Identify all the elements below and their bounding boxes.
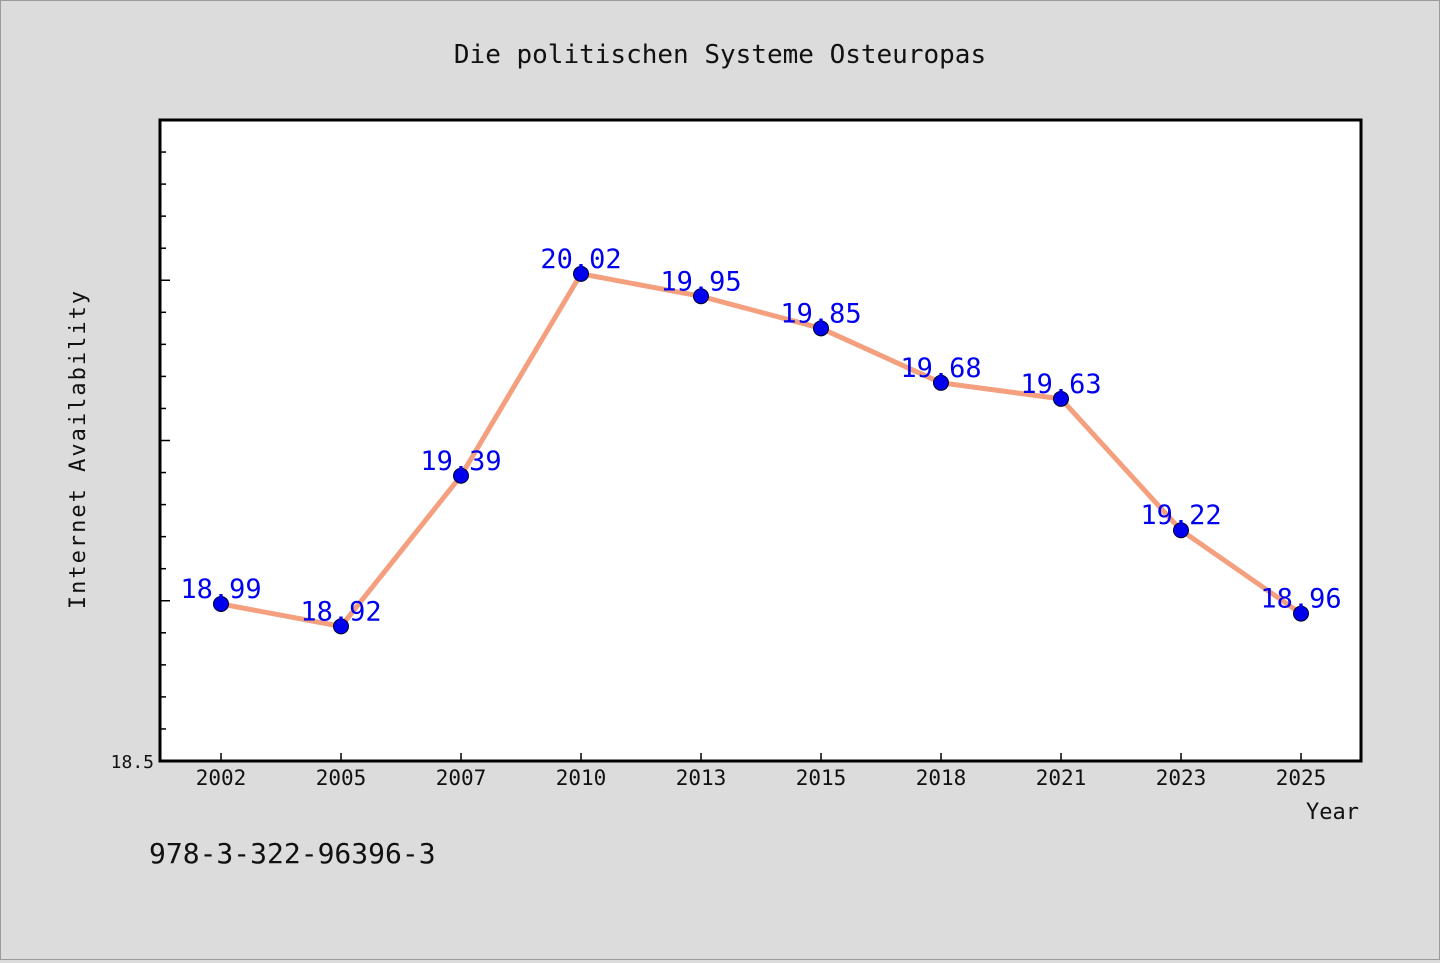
- data-label: 19.22: [1140, 500, 1221, 531]
- series-layer: 18.99 18.92 19.39 20.02 19.95 19.85 19.68 19.63…: [180, 244, 1342, 635]
- data-point: [1173, 522, 1189, 539]
- data-label: 19.39: [420, 446, 501, 477]
- x-tick-label: 2018: [916, 766, 967, 790]
- data-label: 18.99: [180, 574, 261, 605]
- data-point: [813, 320, 829, 337]
- data-label: 19.85: [780, 298, 861, 329]
- chart-title: Die politischen Systeme Osteuropas: [454, 40, 986, 70]
- data-label: 19.68: [900, 353, 981, 384]
- data-label: 19.63: [1020, 369, 1101, 400]
- data-point: [693, 288, 709, 305]
- x-tick-label: 2007: [436, 766, 487, 790]
- data-label: 18.92: [300, 596, 381, 627]
- data-point: [213, 595, 229, 612]
- x-tick-label: 2023: [1156, 766, 1207, 790]
- isbn-text: 978-3-322-96396-3: [149, 837, 436, 870]
- data-point: [333, 618, 349, 635]
- data-point: [1053, 390, 1069, 407]
- x-tick-label: 2021: [1036, 766, 1087, 790]
- x-axis-ticks: 2002 2005 2007 2010 2013 2015 2018 2021 2023 2025: [196, 753, 1327, 790]
- y-axis-ticks: [160, 151, 170, 762]
- data-point: [1293, 605, 1309, 622]
- data-point: [573, 265, 589, 282]
- x-tick-label: 2010: [556, 766, 607, 790]
- x-tick-label: 2002: [196, 766, 247, 790]
- series-line: [218, 271, 1304, 629]
- x-axis-label: Year: [1306, 800, 1359, 825]
- x-tick-label: 2015: [796, 766, 847, 790]
- y-tick-label-18-5: 18.5: [111, 752, 154, 773]
- data-label: 19.95: [660, 266, 741, 297]
- data-point: [453, 467, 469, 484]
- x-tick-label: 2025: [1276, 766, 1327, 790]
- x-tick-label: 2013: [676, 766, 727, 790]
- data-label: 18.96: [1260, 584, 1341, 615]
- data-point: [933, 374, 949, 391]
- data-label: 20.02: [540, 244, 621, 275]
- y-axis-label: Internet Availability: [66, 289, 91, 609]
- x-tick-label: 2005: [316, 766, 367, 790]
- plot-area: [158, 118, 1363, 763]
